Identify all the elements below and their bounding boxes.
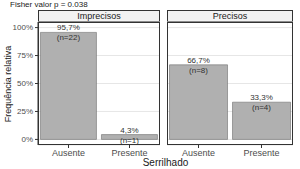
svg-text:(n=4): (n=4) — [252, 103, 271, 112]
svg-text:75%: 75% — [17, 51, 33, 60]
html-text:Precisos: Precisos — [212, 11, 248, 21]
svg-text:95,7%: 95,7% — [57, 23, 80, 32]
svg-text:(n=8): (n=8) — [189, 66, 208, 75]
svg-text:33,3%: 33,3% — [250, 93, 273, 102]
svg-text:Ausente: Ausente — [52, 148, 85, 158]
svg-text:0%: 0% — [21, 135, 33, 144]
html-text:Frequência relativa: Frequência relativa — [3, 45, 13, 122]
svg-text:25%: 25% — [17, 107, 33, 116]
svg-text:Ausente: Ausente — [182, 148, 215, 158]
html-text:Fisher valor p = 0.038: Fisher valor p = 0.038 — [10, 0, 88, 9]
svg-text:50%: 50% — [17, 79, 33, 88]
html-text:Imprecisos: Imprecisos — [77, 11, 121, 21]
svg-text:Presente: Presente — [111, 148, 147, 158]
svg-text:Presente: Presente — [243, 148, 279, 158]
svg-text:66,7%: 66,7% — [187, 56, 210, 65]
svg-text:4,3%: 4,3% — [120, 126, 138, 135]
html-text:Serrilhado: Serrilhado — [142, 157, 189, 168]
svg-text:100%: 100% — [13, 23, 33, 32]
svg-text:(n=1): (n=1) — [120, 136, 139, 145]
svg-text:(n=22): (n=22) — [57, 33, 81, 42]
